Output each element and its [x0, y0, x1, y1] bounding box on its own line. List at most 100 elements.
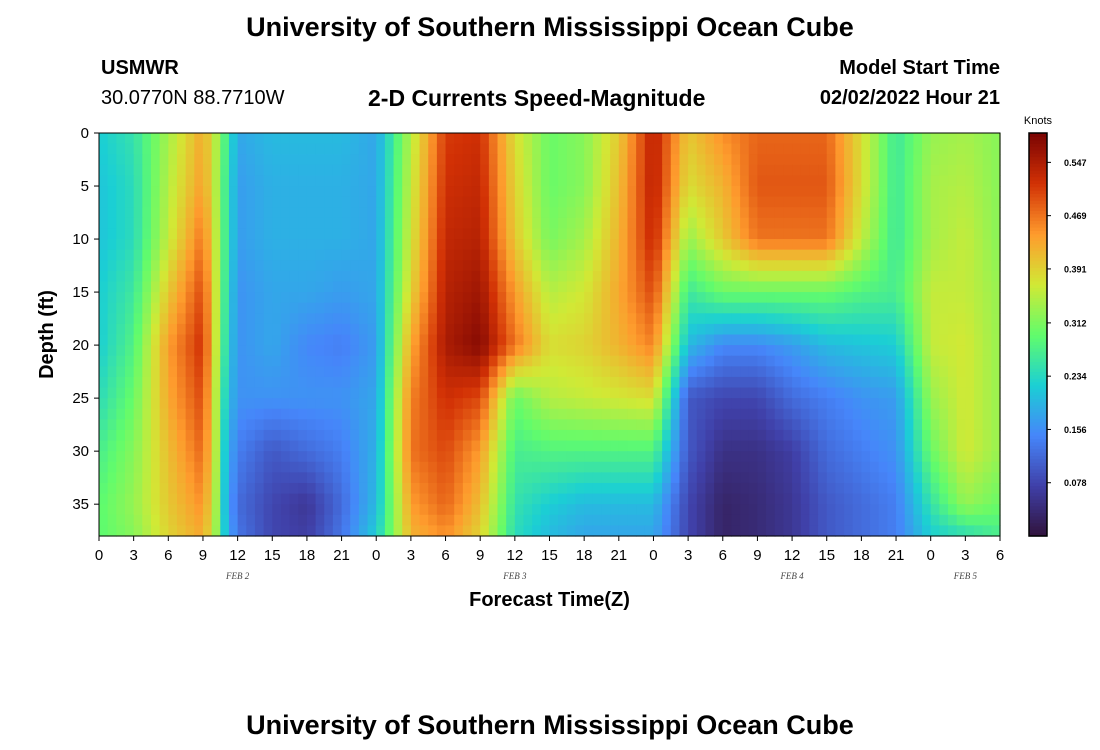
heatmap-cell: [618, 419, 629, 431]
heatmap-cell: [194, 408, 204, 420]
heatmap-cell: [722, 239, 733, 251]
heatmap-cell: [289, 419, 299, 431]
heatmap-cell: [601, 440, 611, 452]
heatmap-cell: [792, 493, 802, 505]
heatmap-cell: [948, 387, 958, 399]
heatmap-cell: [670, 334, 681, 346]
heatmap-cell: [514, 482, 525, 495]
heatmap-cell: [220, 207, 230, 219]
heatmap-cell: [766, 504, 776, 516]
heatmap-cell: [627, 228, 637, 240]
heatmap-cell: [237, 228, 247, 240]
heatmap-cell: [740, 493, 750, 505]
heatmap-cell: [497, 514, 507, 526]
heatmap-cell: [792, 355, 802, 367]
heatmap-cell: [298, 440, 308, 452]
heatmap-cell: [956, 514, 966, 526]
heatmap-cell: [896, 313, 906, 325]
heatmap-cell: [584, 429, 594, 442]
heatmap-cell: [523, 228, 533, 240]
heatmap-cell: [939, 196, 949, 208]
heatmap-cell: [497, 196, 507, 208]
heatmap-cell: [904, 154, 914, 166]
heatmap-cell: [99, 514, 109, 526]
heatmap-cell: [688, 461, 698, 473]
heatmap-cell: [722, 175, 733, 187]
heatmap-cell: [445, 154, 455, 166]
colorbar-tick-label: 0.156: [1064, 425, 1087, 435]
heatmap-cell: [497, 239, 507, 251]
heatmap-cell: [324, 525, 334, 537]
heatmap-cell: [930, 313, 940, 325]
heatmap-cell: [350, 408, 360, 420]
heatmap-cell: [991, 133, 1001, 145]
heatmap-cell: [592, 186, 603, 198]
heatmap-cell: [142, 419, 152, 431]
heatmap-cell: [176, 525, 187, 537]
heatmap-cell: [740, 260, 750, 272]
heatmap-cell: [800, 270, 810, 283]
heatmap-cell: [826, 345, 836, 357]
heatmap-cell: [722, 207, 733, 219]
heatmap-cell: [350, 143, 360, 155]
heatmap-cell: [601, 334, 611, 346]
heatmap-cell: [159, 387, 169, 399]
heatmap-cell: [220, 186, 230, 198]
heatmap-cell: [974, 419, 984, 431]
heatmap-cell: [835, 239, 845, 251]
heatmap-cell: [757, 440, 767, 452]
heatmap-cell: [410, 504, 421, 516]
heatmap-cell: [818, 493, 828, 505]
heatmap-cell: [852, 239, 862, 251]
heatmap-cell: [844, 217, 854, 230]
heatmap-cell: [124, 376, 135, 389]
heatmap-cell: [99, 345, 109, 357]
heatmap-cell: [107, 281, 117, 293]
colorbar-segment: [1029, 458, 1047, 463]
heatmap-cell: [488, 334, 499, 346]
heatmap-cell: [142, 461, 152, 473]
heatmap-cell: [644, 429, 655, 442]
heatmap-cell: [618, 440, 629, 452]
heatmap-cell: [211, 143, 221, 155]
heatmap-cell: [896, 451, 906, 463]
heatmap-cell: [272, 472, 282, 484]
heatmap-cell: [644, 217, 655, 230]
heatmap-cell: [844, 493, 854, 505]
heatmap-cell: [956, 228, 966, 240]
heatmap-cell: [757, 143, 767, 155]
heatmap-cell: [393, 366, 403, 378]
heatmap-cell: [558, 419, 568, 431]
heatmap-cell: [818, 143, 828, 155]
heatmap-cell: [376, 419, 386, 431]
heatmap-cell: [627, 186, 637, 198]
heatmap-cell: [410, 345, 421, 357]
heatmap-cell: [488, 186, 499, 198]
heatmap-cell: [991, 217, 1001, 230]
heatmap-cell: [237, 292, 247, 304]
heatmap-cell: [358, 355, 369, 367]
heatmap-cell: [922, 440, 932, 452]
heatmap-cell: [523, 217, 533, 230]
heatmap-cell: [428, 228, 438, 240]
heatmap-cell: [254, 292, 265, 304]
heatmap-cell: [575, 302, 585, 314]
heatmap-cell: [488, 514, 499, 526]
heatmap-cell: [748, 207, 759, 219]
heatmap-cell: [774, 408, 785, 420]
heatmap-cell: [419, 207, 429, 219]
heatmap-cell: [471, 186, 481, 198]
heatmap-cell: [904, 408, 914, 420]
heatmap-cell: [653, 133, 663, 145]
heatmap-cell: [670, 154, 681, 166]
heatmap-cell: [887, 164, 897, 177]
heatmap-cell: [887, 186, 897, 198]
heatmap-cell: [350, 334, 360, 346]
heatmap-cell: [800, 514, 810, 526]
heatmap-cell: [757, 398, 767, 410]
heatmap-cell: [246, 281, 256, 293]
heatmap-cell: [194, 154, 204, 166]
heatmap-cell: [428, 154, 438, 166]
heatmap-cell: [904, 376, 914, 389]
heatmap-cell: [324, 292, 334, 304]
